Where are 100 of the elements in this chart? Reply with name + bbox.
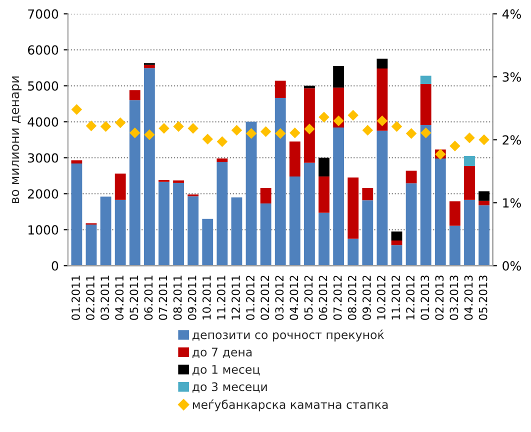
legend-label: меѓубанкарска каматна стапка [192,399,388,412]
bar [376,130,388,266]
bar [362,200,374,266]
bar [173,182,184,266]
bar [231,197,242,266]
x-tick-label: 04.2013 [464,276,473,320]
point [274,128,286,139]
x-tick-label: 07.2012 [333,276,342,320]
bar [71,164,82,266]
x-tick-label: 11.2011 [216,276,226,320]
bar [129,90,140,100]
x-tick-label: 02.2013 [435,276,444,320]
bar [391,245,402,266]
point [376,115,388,126]
legend-label: до 7 дена [192,348,252,358]
bar [420,84,432,125]
bar [376,58,388,69]
point [406,128,417,139]
x-tick-label: 03.2011 [100,276,110,320]
x-tick-label: 12.2012 [406,276,415,320]
point [130,127,140,138]
bar [144,64,155,68]
x-tick-label: 05.2011 [130,276,138,320]
bar [202,218,214,266]
bar [348,238,359,266]
x-tick-label: 09.2011 [188,276,196,320]
point [158,123,170,134]
x-tick-label: 11.2012 [392,276,400,320]
x-tick-label: 09.2012 [362,276,371,320]
bar [449,226,460,266]
x-tick-label: 04.2011 [115,276,124,320]
y2-tick-label: 3% [502,72,521,82]
bar [318,176,330,213]
bar [289,176,300,266]
point [71,104,82,115]
bar [216,162,228,266]
bar [362,188,374,200]
bar [260,188,272,204]
point [114,117,126,128]
point [144,129,155,140]
bar [348,178,359,239]
bar [246,122,257,266]
bar [114,200,126,266]
point [391,121,402,132]
x-tick-label: 10.2012 [377,276,386,320]
x-tick-label: 01.2011 [72,276,80,320]
y-tick-label: 1000 [28,225,58,235]
point [318,112,330,122]
bar [478,191,490,201]
y-tick-label: 4000 [28,117,58,127]
bar [420,125,432,266]
x-tick-label: 06.2012 [318,276,328,320]
x-tick-label: 10.2011 [202,276,211,320]
bar [304,86,315,88]
point [304,124,315,134]
legend-label: до 3 месеци [192,382,267,393]
bar [144,68,155,266]
y-tick-label: 7000 [28,9,58,19]
x-tick-label: 01.2013 [420,276,430,320]
bar [318,158,330,176]
x-tick-label: 02.2011 [86,276,94,320]
y-tick-label: 5000 [28,81,58,91]
bar [289,142,300,176]
bar [129,100,140,266]
bar [449,201,460,226]
bar [333,128,344,266]
point [420,127,432,138]
y-axis-title: во милиони денари [12,76,22,204]
bar [406,183,417,266]
bar [478,205,490,266]
point [450,140,460,152]
bar [391,232,402,240]
bar [86,224,97,266]
bar [173,180,184,183]
point [202,134,214,144]
bar [464,156,475,166]
point [478,134,490,146]
bar [158,182,170,266]
bar [100,196,112,266]
y-tick-label: 3000 [28,153,58,163]
y2-tick-label: 2% [502,135,521,145]
point [348,110,358,121]
x-tick-label: 02.2012 [260,276,270,320]
x-tick-label: 12.2011 [232,276,240,320]
bar [216,158,228,162]
bar [274,98,286,266]
point [290,127,300,138]
point [173,121,184,132]
bar [434,158,446,266]
bar [333,66,344,88]
bar [464,200,475,266]
x-tick-label: 05.2012 [304,276,313,320]
x-tick-label: 03.2013 [450,276,458,320]
bar [420,76,432,84]
bar [304,88,315,163]
bar [478,200,490,206]
point [86,120,97,132]
legend-label: депозити со рочност прекуноќ [192,330,384,342]
bar [376,68,388,131]
y-tick-label: 2000 [28,189,58,199]
